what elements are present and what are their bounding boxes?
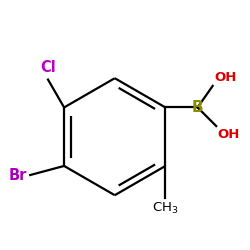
Text: OH: OH [218,128,240,140]
Text: CH$_3$: CH$_3$ [152,200,179,216]
Text: B: B [192,100,203,115]
Text: Cl: Cl [40,60,56,75]
Text: Br: Br [9,168,27,182]
Text: OH: OH [214,72,236,85]
